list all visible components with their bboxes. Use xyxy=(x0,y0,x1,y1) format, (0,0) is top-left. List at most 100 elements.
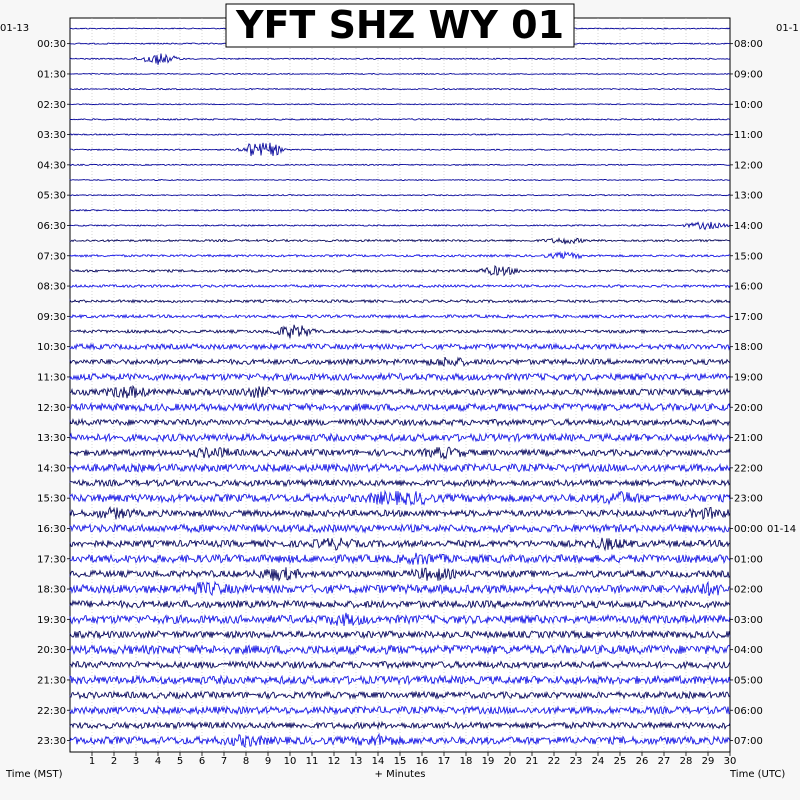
x-tick-label: 30 xyxy=(724,756,737,767)
x-tick-label: 8 xyxy=(243,756,249,767)
trace-line xyxy=(69,324,731,339)
left-time-label: 22:30 xyxy=(37,706,66,717)
x-tick-label: 16 xyxy=(416,756,429,767)
right-time-label: 21:00 xyxy=(734,433,763,444)
right-time-label: 02:00 xyxy=(734,585,763,596)
right-time-label: 20:00 xyxy=(734,403,763,414)
x-tick-label: 24 xyxy=(592,756,605,767)
right-time-label: 13:00 xyxy=(734,191,763,202)
title-box xyxy=(225,3,575,48)
trace-line xyxy=(69,356,731,367)
trace-line xyxy=(69,690,731,700)
trace-line xyxy=(69,264,730,277)
x-tick-label: 7 xyxy=(221,756,227,767)
left-time-label: 08:30 xyxy=(37,282,66,293)
left-time-label: 19:30 xyxy=(37,615,66,626)
left-time-label: 09:30 xyxy=(37,312,66,323)
right-time-label: 18:00 xyxy=(734,342,763,353)
trace-line xyxy=(69,552,731,566)
x-tick-label: 14 xyxy=(372,756,385,767)
x-tick-label: 5 xyxy=(177,756,183,767)
x-tick-label: 26 xyxy=(636,756,649,767)
x-tick-label: 29 xyxy=(702,756,715,767)
x-tick-label: 11 xyxy=(306,756,319,767)
right-time-label: 05:00 xyxy=(734,676,763,687)
x-tick-label: 12 xyxy=(328,756,341,767)
trace-line xyxy=(69,221,731,231)
trace-line xyxy=(69,371,731,382)
x-axis-label: + Minutes xyxy=(375,769,426,780)
right-time-label: 01:00 xyxy=(734,554,763,565)
x-tick-label: 17 xyxy=(438,756,451,767)
left-time-label: 20:30 xyxy=(37,645,66,656)
trace-line xyxy=(69,446,731,460)
left-time-label: 15:30 xyxy=(37,494,66,505)
left-time-label: 23:30 xyxy=(37,736,66,747)
x-tick-label: 10 xyxy=(284,756,297,767)
x-tick-label: 27 xyxy=(658,756,671,767)
trace-line xyxy=(70,72,730,75)
left-time-label: 17:30 xyxy=(37,554,66,565)
right-time-label: 03:00 xyxy=(734,615,763,626)
x-tick-label: 15 xyxy=(394,756,407,767)
x-tick-label: 20 xyxy=(504,756,517,767)
trace-line xyxy=(69,674,731,686)
x-tick-label: 23 xyxy=(570,756,583,767)
right-time-label: 08:00 xyxy=(734,39,763,50)
left-axis-label: Time (MST) xyxy=(5,769,63,780)
right-date-label: 01-1 xyxy=(776,23,799,34)
trace-line xyxy=(69,643,731,656)
x-tick-label: 21 xyxy=(526,756,539,767)
trace-line xyxy=(69,193,731,197)
x-tick-label: 22 xyxy=(548,756,561,767)
right-time-label: 00:00 xyxy=(734,524,763,535)
right-time-label: 09:00 xyxy=(734,70,763,81)
x-tick-label: 9 xyxy=(265,756,271,767)
trace-line xyxy=(69,720,731,731)
trace-line xyxy=(69,462,731,474)
left-time-label: 10:30 xyxy=(37,342,66,353)
right-time-label: 10:00 xyxy=(734,100,763,111)
trace-line xyxy=(69,599,731,610)
x-tick-label: 13 xyxy=(350,756,363,767)
right-time-label: 07:00 xyxy=(734,736,763,747)
x-tick-label: 6 xyxy=(199,756,205,767)
trace-line xyxy=(69,401,731,413)
right-time-label: 22:00 xyxy=(734,463,763,474)
left-time-label: 18:30 xyxy=(37,585,66,596)
trace-line xyxy=(69,142,731,157)
x-tick-label: 1 xyxy=(89,756,95,767)
right-time-ticks: 08:00 09:00 10:00 11:00 12:00 13:00 14:00 15:00… xyxy=(730,39,796,747)
left-time-label: 21:30 xyxy=(37,676,66,687)
trace-line xyxy=(69,298,731,304)
trace-line xyxy=(69,133,731,136)
trace-line xyxy=(69,53,731,65)
left-time-label: 14:30 xyxy=(37,463,66,474)
trace-line xyxy=(69,87,731,91)
trace-line xyxy=(69,732,731,748)
left-time-label: 05:30 xyxy=(37,191,66,202)
trace-line xyxy=(69,567,731,582)
trace-line xyxy=(69,342,731,351)
right-time-label: 06:00 xyxy=(734,706,763,717)
trace-line xyxy=(69,489,731,507)
right-time-label: 19:00 xyxy=(734,372,763,383)
left-time-label: 07:30 xyxy=(37,251,66,262)
left-time-label: 02:30 xyxy=(37,100,66,111)
left-time-label: 13:30 xyxy=(37,433,66,444)
left-time-label: 12:30 xyxy=(37,403,66,414)
left-date-label: 01-13 xyxy=(0,23,29,34)
left-time-label: 04:30 xyxy=(37,160,66,171)
right-time-label: 11:00 xyxy=(734,130,763,141)
x-tick-label: 28 xyxy=(680,756,693,767)
trace-line xyxy=(69,237,731,245)
left-time-label: 00:30 xyxy=(37,39,66,50)
trace-line xyxy=(69,417,731,428)
x-tick-label: 19 xyxy=(482,756,495,767)
left-time-label: 11:30 xyxy=(37,372,66,383)
right-mid-date-label: 01-14 xyxy=(767,524,796,535)
left-time-label: 16:30 xyxy=(37,524,66,535)
trace-line xyxy=(69,384,731,399)
trace-line xyxy=(69,537,731,552)
